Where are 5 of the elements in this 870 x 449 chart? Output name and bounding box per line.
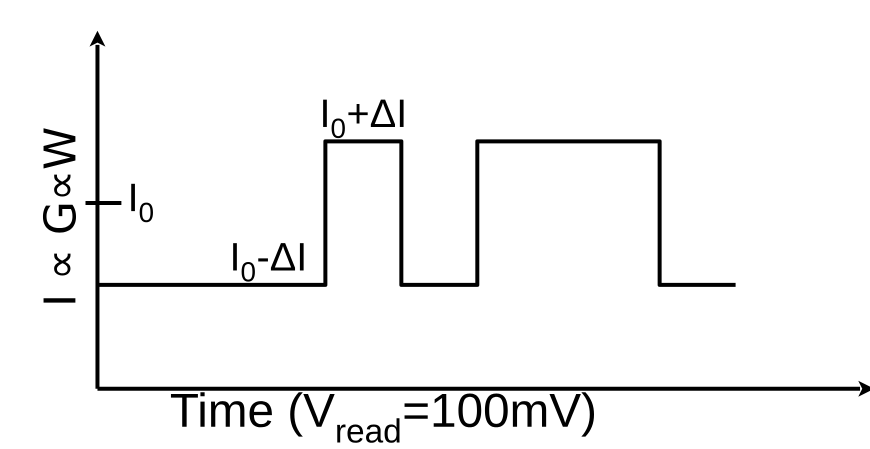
annotation: I$_{0}$-ΔI	[233, 243, 304, 282]
x-axis-title: Time (V$_{read}$=100mV)	[170, 392, 594, 444]
text: I$_{0}$+ΔI	[323, 100, 404, 138]
annotation: I$_{0}$	[131, 184, 153, 223]
y-axis-title: I ∝ G∝W	[42, 128, 76, 303]
